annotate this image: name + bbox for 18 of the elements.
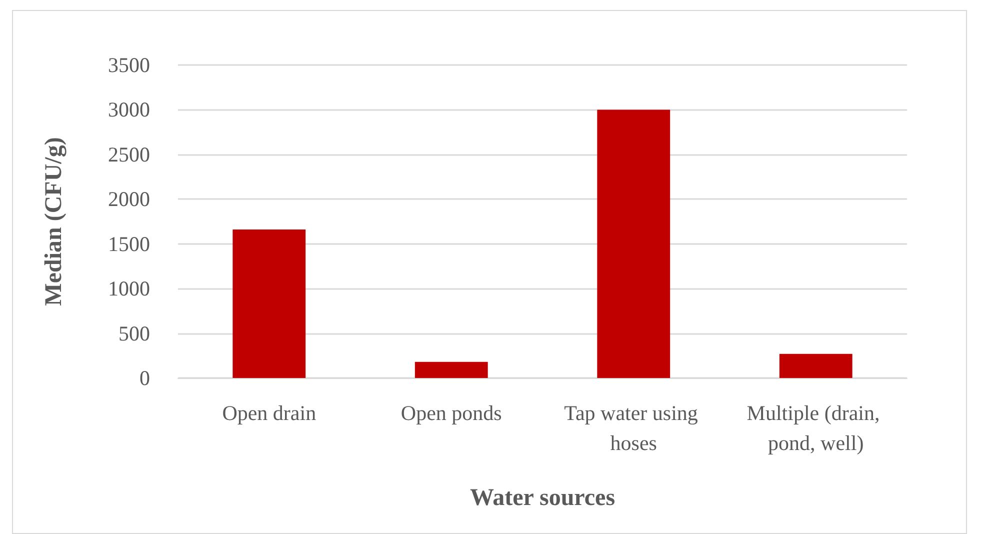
x-tick-label: Open drain xyxy=(222,401,317,425)
y-tick-label: 0 xyxy=(140,366,150,390)
y-tick-label: 3000 xyxy=(108,98,150,122)
bar xyxy=(414,362,488,378)
x-tick-label: Open ponds xyxy=(400,401,502,425)
y-tick-label: 1000 xyxy=(108,276,150,301)
y-tick-label: 2000 xyxy=(108,187,150,212)
bar xyxy=(597,110,670,378)
bar xyxy=(779,354,852,378)
bar xyxy=(232,230,306,378)
x-axis-title: Water sources xyxy=(470,485,616,511)
y-axis-title: Median (CFU/g) xyxy=(41,137,67,306)
y-tick-label: 2500 xyxy=(108,142,150,166)
x-tick-label: Tap water using hoses xyxy=(564,401,704,455)
x-tick-label: Multiple (drain, pond, well) xyxy=(746,401,885,455)
y-tick-label: 1500 xyxy=(108,232,150,256)
y-tick-label: 3500 xyxy=(108,53,150,77)
y-tick-label: 500 xyxy=(118,321,150,346)
